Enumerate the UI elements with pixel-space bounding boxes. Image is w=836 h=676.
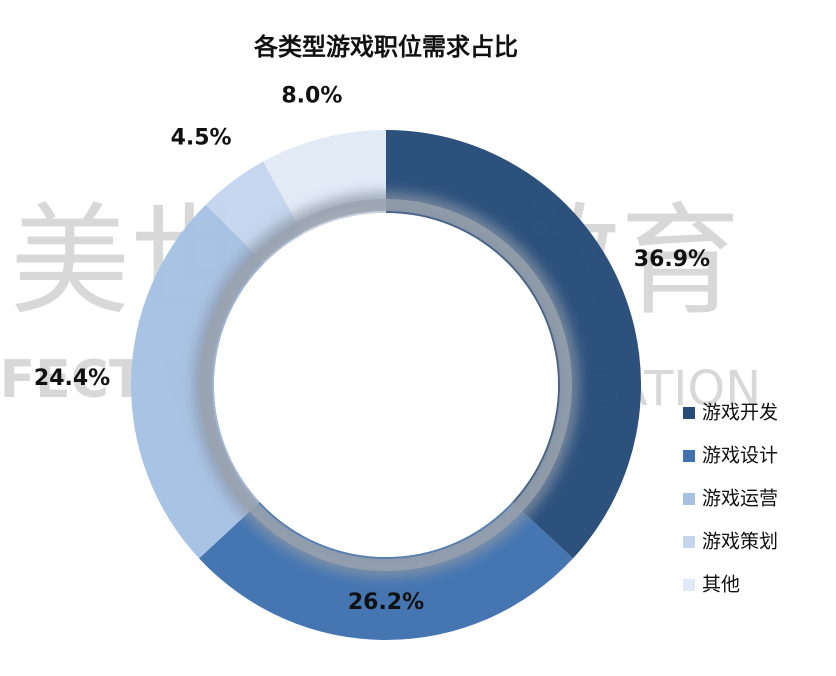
legend-label: 游戏开发 (702, 402, 778, 424)
donut-hole (214, 213, 558, 557)
chart-title: 各类型游戏职位需求占比 (253, 33, 518, 61)
inner-ring (200, 199, 572, 571)
data-label: 4.5% (171, 126, 232, 151)
legend-label: 游戏运营 (702, 488, 778, 510)
legend-label: 游戏策划 (702, 531, 778, 553)
legend-swatch (683, 579, 695, 591)
legend-swatch (683, 536, 695, 548)
legend-swatch (683, 493, 695, 505)
legend-swatch (683, 450, 695, 462)
data-label: 26.2% (348, 590, 424, 615)
legend-swatch (683, 407, 695, 419)
data-label: 36.9% (634, 247, 710, 272)
donut-segment (386, 130, 642, 559)
legend-label: 其他 (702, 574, 740, 596)
legend-label: 游戏设计 (702, 445, 778, 467)
data-label: 8.0% (281, 83, 342, 108)
data-label: 24.4% (34, 366, 110, 391)
